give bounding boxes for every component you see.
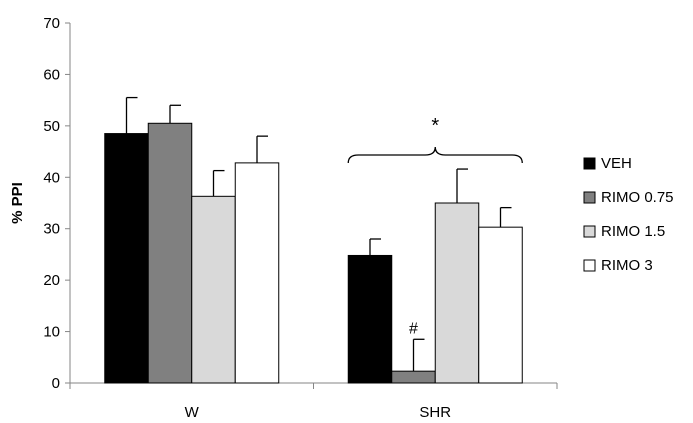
legend-swatch	[583, 157, 596, 170]
y-axis-label: % PPI	[9, 182, 26, 224]
legend-swatch	[583, 191, 596, 204]
error-bars-group	[125, 96, 512, 372]
hash-label: #	[409, 320, 418, 337]
legend: VEH RIMO 0.75 RIMO 1.5 RIMO 3	[583, 155, 674, 274]
shr-significance-brace	[347, 146, 523, 164]
legend-label: RIMO 0.75	[601, 189, 674, 206]
y-tick-label: 10	[43, 324, 60, 341]
annotations-group: * #	[347, 115, 523, 337]
y-tick-label: 40	[43, 169, 60, 186]
bars-group	[104, 122, 523, 384]
legend-label: VEH	[601, 155, 632, 172]
y-axis: 0 10 20 30 40 50 60 70	[43, 15, 71, 392]
legend-swatch	[583, 259, 596, 272]
y-tick-label: 30	[43, 221, 60, 238]
bar-shr-veh	[347, 254, 393, 384]
bar-w-veh	[104, 133, 149, 384]
x-tick-label: W	[185, 404, 200, 421]
bar-shr-rimo-3	[478, 226, 523, 384]
bar-shr-rimo-1-5	[434, 202, 480, 384]
y-tick-label: 60	[43, 66, 60, 83]
significance-star-label: *	[431, 115, 439, 137]
y-tick-label: 50	[43, 118, 60, 135]
bar-w-rimo-1-5	[191, 195, 236, 384]
legend-label: RIMO 3	[601, 257, 653, 274]
y-tick-label: 70	[43, 15, 60, 32]
bar-w-rimo-3	[234, 162, 280, 384]
bar-shr-rimo-0-75	[391, 370, 436, 384]
legend-label: RIMO 1.5	[601, 223, 665, 240]
y-tick-label: 0	[52, 375, 60, 392]
y-tick-label: 20	[43, 272, 60, 289]
bar-w-rimo-0-75	[147, 122, 193, 384]
legend-swatch	[583, 225, 596, 238]
x-axis: W SHR	[69, 382, 558, 421]
x-tick-label: SHR	[419, 404, 451, 421]
